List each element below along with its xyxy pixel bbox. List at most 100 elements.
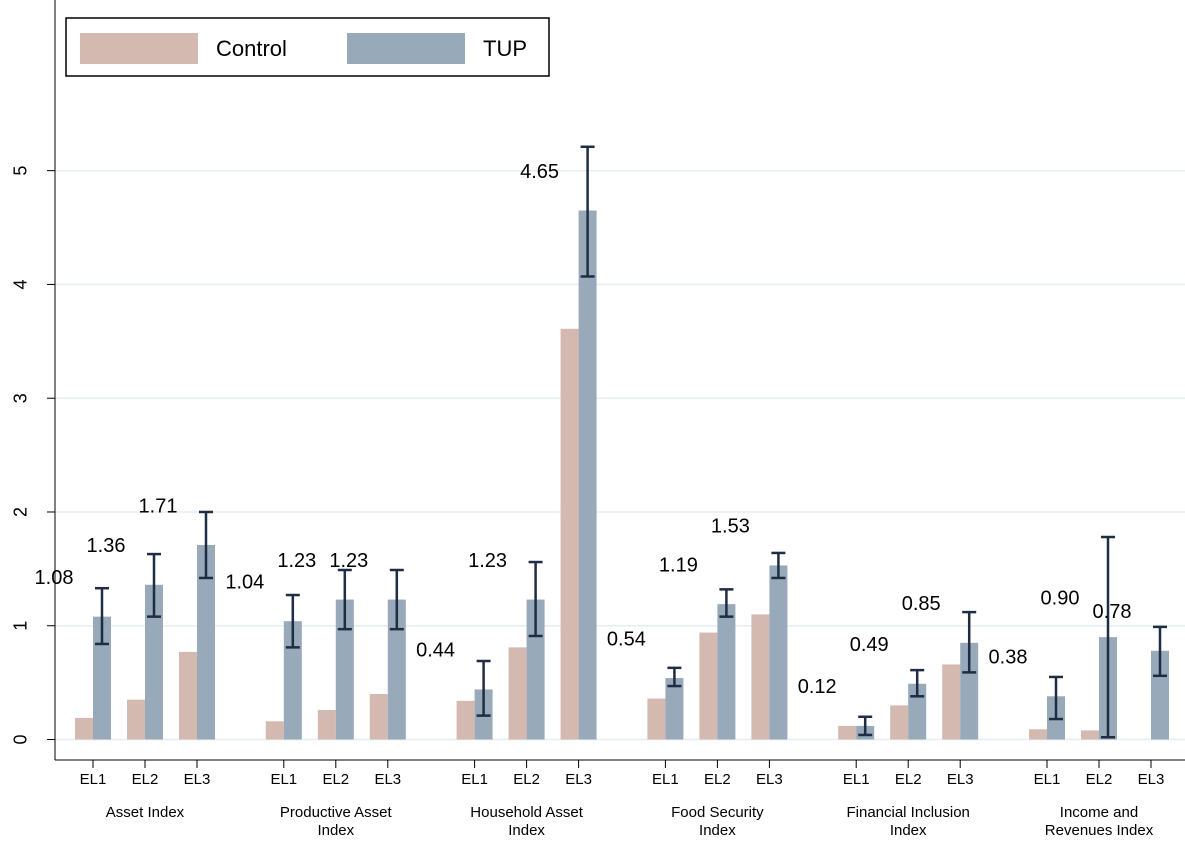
x-tick-label: EL3	[1138, 771, 1165, 788]
group-label: Household Asset Index	[470, 804, 583, 839]
x-tick-label: EL2	[513, 771, 540, 788]
bar	[179, 651, 197, 740]
x-tick-label: EL2	[132, 771, 159, 788]
error-bar	[580, 145, 595, 278]
error-bar	[147, 552, 161, 618]
error-bar	[285, 593, 300, 649]
error-bar	[962, 610, 977, 674]
value-label: 0.78	[1093, 601, 1132, 623]
x-tick-label: EL3	[756, 771, 783, 788]
legend-label: TUP	[483, 36, 527, 61]
value-label: 0.54	[607, 628, 646, 650]
error-bar	[719, 588, 734, 618]
x-tick-label: EL1	[461, 771, 488, 788]
bar	[560, 328, 579, 740]
bar	[283, 621, 302, 740]
bar	[769, 565, 788, 740]
value-label: 1.19	[659, 554, 698, 576]
group-label: Food Security Index	[671, 804, 764, 839]
x-tick-label: EL1	[843, 771, 870, 788]
error-bar	[1049, 675, 1063, 721]
legend-label: Control	[216, 36, 287, 61]
value-label: 1.23	[277, 550, 316, 572]
x-tick-label: EL1	[652, 771, 679, 788]
bar	[75, 717, 93, 740]
group-label: Asset Index	[105, 804, 185, 821]
y-tick-label: 2	[11, 507, 31, 517]
error-bar	[95, 586, 109, 646]
bar	[960, 642, 979, 740]
error-bar	[1101, 535, 1115, 739]
error-bar	[389, 568, 404, 631]
error-bar	[337, 568, 352, 631]
x-tick-label: EL3	[374, 771, 401, 788]
error-bar	[528, 560, 543, 638]
value-label: 0.49	[850, 634, 889, 656]
group-label: Income and Revenues Index	[1044, 804, 1154, 839]
bar	[751, 614, 770, 740]
x-tick-label: EL2	[704, 771, 731, 788]
value-label: 0.12	[798, 676, 837, 698]
y-tick-label: 4	[11, 279, 31, 289]
x-tick-label: EL1	[80, 771, 107, 788]
y-tick-label: 3	[11, 393, 31, 403]
bar	[942, 664, 961, 740]
error-bar	[667, 666, 682, 688]
value-label: 4.65	[520, 161, 559, 183]
bar	[508, 647, 527, 740]
bar	[1151, 650, 1169, 740]
error-bar	[771, 551, 786, 580]
bar	[93, 616, 111, 740]
x-tick-label: EL2	[322, 771, 349, 788]
error-bar	[199, 510, 213, 580]
x-tick-label: EL2	[895, 771, 922, 788]
bar	[335, 599, 354, 740]
bar	[387, 599, 406, 740]
value-label: 1.71	[139, 495, 178, 517]
x-tick-label: EL3	[565, 771, 592, 788]
value-label: 1.36	[87, 535, 126, 557]
bar	[456, 700, 475, 740]
bar	[369, 694, 388, 740]
value-label: 0.44	[416, 640, 455, 662]
bar	[890, 705, 909, 740]
x-tick-label: EL2	[1086, 771, 1113, 788]
bar	[197, 544, 215, 740]
x-tick-label: EL1	[1034, 771, 1061, 788]
bar	[317, 709, 336, 740]
bar	[717, 604, 736, 740]
error-bar	[1153, 625, 1167, 678]
y-tick-label: 5	[11, 166, 31, 176]
x-tick-label: EL3	[947, 771, 974, 788]
value-label: 1.04	[225, 571, 264, 593]
bar	[699, 632, 718, 740]
group-label: Productive Asset Index	[279, 804, 392, 839]
value-label: 1.23	[329, 550, 368, 572]
value-label: 1.08	[35, 567, 74, 589]
bar	[1081, 730, 1099, 740]
error-bar	[476, 659, 491, 717]
bar	[665, 678, 684, 740]
group-label: Financial Inclusion Index	[846, 804, 970, 839]
error-bar	[910, 668, 925, 698]
bar	[838, 725, 857, 740]
legend-swatch	[347, 33, 465, 64]
y-tick-label: 0	[11, 735, 31, 745]
bar	[145, 584, 163, 740]
y-tick-label: 1	[11, 621, 31, 631]
bar	[1029, 729, 1047, 740]
value-label: 0.38	[989, 647, 1028, 669]
value-label: 0.90	[1041, 587, 1080, 609]
error-bar	[858, 715, 873, 737]
bar	[265, 721, 284, 740]
bar	[526, 599, 545, 740]
value-label: 1.23	[468, 550, 507, 572]
bar	[127, 699, 145, 740]
x-tick-label: EL3	[184, 771, 211, 788]
bar	[647, 698, 666, 740]
x-tick-label: EL1	[270, 771, 297, 788]
bar	[578, 210, 597, 740]
legend-swatch	[80, 33, 198, 64]
